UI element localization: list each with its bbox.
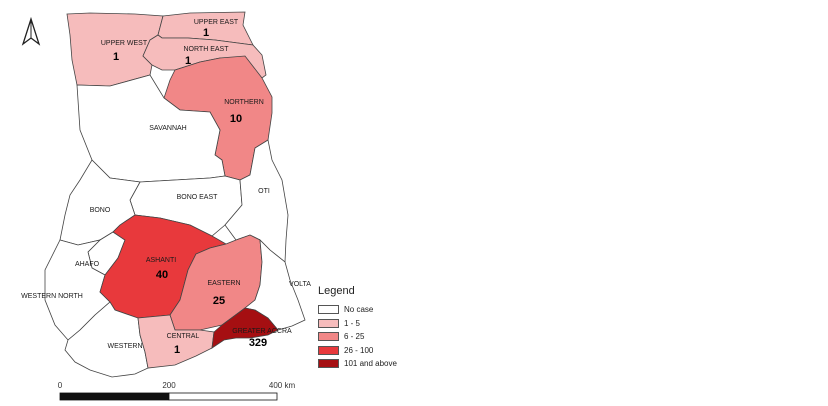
region-label-eastern: EASTERN <box>207 280 240 287</box>
case-count-northern: 10 <box>230 113 242 125</box>
region-label-central: CENTRAL <box>167 333 200 340</box>
region-label-volta: VOLTA <box>289 281 311 288</box>
scale-label-0: 0 <box>58 381 63 390</box>
legend-item: 6 - 25 <box>318 330 397 344</box>
case-count-upper-west: 1 <box>113 51 119 63</box>
legend-label: 6 - 25 <box>344 332 365 342</box>
region-label-bono-east: BONO EAST <box>177 194 219 201</box>
region-label-western: WESTERN <box>108 343 143 350</box>
legend-label: No case <box>344 305 374 315</box>
region-label-ashanti: ASHANTI <box>146 257 176 264</box>
legend-label: 101 and above <box>344 359 397 369</box>
case-count-central: 1 <box>174 344 180 356</box>
legend-swatch <box>318 359 339 369</box>
scale-label-200: 200 <box>162 381 176 390</box>
region-central <box>137 314 215 369</box>
region-label-upper-east: UPPER EAST <box>194 19 239 26</box>
case-count-greater-accra: 329 <box>249 337 267 349</box>
region-label-savannah: SAVANNAH <box>149 125 186 132</box>
legend-swatch <box>318 332 339 342</box>
north-arrow-icon <box>21 16 41 46</box>
region-label-western-north: WESTERN NORTH <box>21 293 83 300</box>
legend-swatch <box>318 318 339 328</box>
legend: Legend No case 1 - 5 6 - 25 26 - 100 101… <box>318 285 397 371</box>
legend-label: 1 - 5 <box>344 318 361 328</box>
case-count-upper-east: 1 <box>203 27 209 39</box>
case-count-ashanti: 40 <box>156 269 168 281</box>
legend-label: 26 - 100 <box>344 345 374 355</box>
case-count-north-east: 1 <box>185 55 191 67</box>
legend-item: 101 and above <box>318 357 397 371</box>
region-label-oti: OTI <box>258 188 270 195</box>
region-label-north-east: NORTH EAST <box>184 46 230 53</box>
region-label-northern: NORTHERN <box>224 99 264 106</box>
legend-item: No case <box>318 303 397 317</box>
legend-swatch <box>318 305 339 315</box>
legend-title: Legend <box>318 285 355 297</box>
scale-bar: 0 200 400 km <box>58 381 296 401</box>
region-label-ahafo: AHAFO <box>75 261 100 268</box>
legend-swatch <box>318 345 339 355</box>
region-label-upper-west: UPPER WEST <box>101 40 148 47</box>
legend-item: 26 - 100 <box>318 344 397 358</box>
region-oti <box>224 139 289 263</box>
region-label-greater-accra: GREATER ACCRA <box>232 328 292 335</box>
case-count-eastern: 25 <box>213 295 225 307</box>
region-greater-accra <box>211 307 279 349</box>
legend-item: 1 - 5 <box>318 317 397 331</box>
scale-label-400: 400 km <box>269 381 296 390</box>
region-label-bono: BONO <box>90 207 111 214</box>
